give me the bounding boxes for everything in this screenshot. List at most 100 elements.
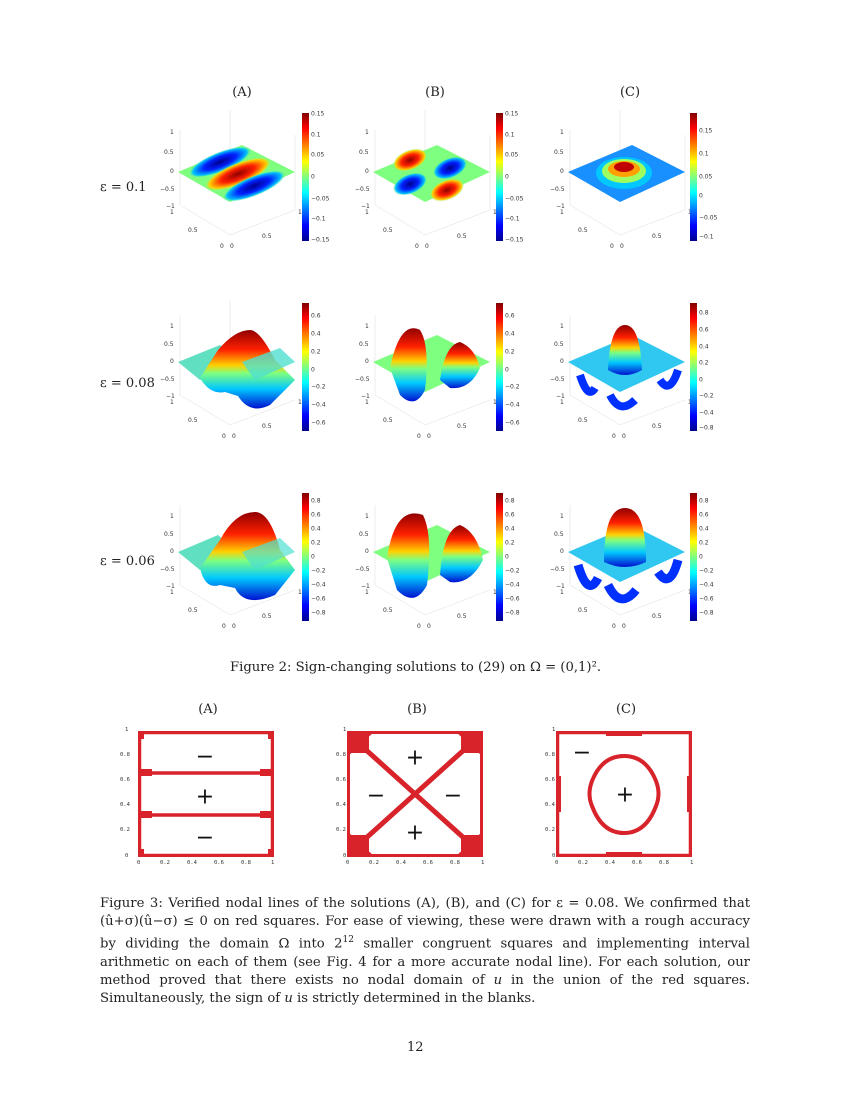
svg-text:0: 0 xyxy=(560,168,564,175)
cbar-tick: −0.05 xyxy=(311,195,330,203)
svg-text:0.5: 0.5 xyxy=(578,607,588,614)
svg-text:0: 0 xyxy=(222,433,226,440)
svg-text:0: 0 xyxy=(170,548,174,555)
cbar-tick: −0.6 xyxy=(311,419,326,427)
svg-text:0.5: 0.5 xyxy=(188,417,198,424)
svg-text:1: 1 xyxy=(560,323,564,330)
cbar-tick: −0.4 xyxy=(699,409,714,417)
fig3-a-xtick: 0.8 xyxy=(241,860,251,866)
svg-text:1: 1 xyxy=(365,323,369,330)
cbar-tick: 0 xyxy=(699,553,703,561)
cbar-tick: 0.4 xyxy=(311,525,321,533)
colorbar-ticks-b-eps-0-1: 0.15 0.1 0.05 0 −0.05 −0.1 −0.15 xyxy=(505,110,539,244)
sign-plus-c-inner: + xyxy=(615,782,635,808)
svg-text:0.5: 0.5 xyxy=(359,341,369,348)
fig3-c-xtick: 0 xyxy=(555,860,559,866)
cbar-tick: 0.1 xyxy=(311,131,321,139)
figure3-caption: Figure 3: Verified nodal lines of the so… xyxy=(100,895,750,1009)
colorbar-b-eps-0-08 xyxy=(496,303,503,431)
svg-text:−1: −1 xyxy=(361,203,370,210)
fig3-label-b: (B) xyxy=(407,702,427,717)
svg-text:0.5: 0.5 xyxy=(262,613,272,620)
svg-text:1: 1 xyxy=(365,399,369,406)
svg-text:0.5: 0.5 xyxy=(188,607,198,614)
fig3-label-c: (C) xyxy=(615,702,637,717)
cbar-tick: 0 xyxy=(699,376,703,384)
fig3-c-ytick: 0 xyxy=(552,853,556,859)
sign-minus-b-left: − xyxy=(366,783,386,809)
svg-text:0: 0 xyxy=(427,433,431,440)
svg-text:−1: −1 xyxy=(556,393,565,400)
fig3-a-xtick: 0.6 xyxy=(214,860,224,866)
caption-text: Figure 3: Verified nodal lines of the so… xyxy=(100,896,750,952)
sign-plus-b-bottom: + xyxy=(405,820,425,846)
svg-text:−1: −1 xyxy=(361,393,370,400)
svg-text:1: 1 xyxy=(365,589,369,596)
sign-minus-b-right: − xyxy=(443,783,463,809)
cbar-tick: −0.4 xyxy=(311,401,326,409)
svg-text:0.5: 0.5 xyxy=(262,233,272,240)
svg-text:−1: −1 xyxy=(556,203,565,210)
svg-text:0: 0 xyxy=(220,243,224,250)
cbar-tick: 0.8 xyxy=(505,497,515,505)
cbar-tick: 0 xyxy=(311,553,315,561)
svg-text:0: 0 xyxy=(222,623,226,630)
fig2-row-label-eps-0-06: ε = 0.06 xyxy=(100,554,155,569)
cbar-tick: 0.4 xyxy=(505,330,515,338)
svg-text:0: 0 xyxy=(232,623,236,630)
sign-minus-a-top: − xyxy=(195,744,215,770)
surface-plot-b-eps-0-06: 10.50−0.5−110.50 00.51 xyxy=(355,505,497,630)
cbar-tick: 0.6 xyxy=(699,511,709,519)
cbar-tick: 0.15 xyxy=(505,110,519,118)
cbar-tick: 0.2 xyxy=(505,539,515,547)
fig3-c-xtick: 0.6 xyxy=(632,860,642,866)
fig3-b-xtick: 0.8 xyxy=(450,860,460,866)
svg-text:1: 1 xyxy=(365,209,369,216)
svg-text:0.5: 0.5 xyxy=(554,341,564,348)
svg-text:−0.5: −0.5 xyxy=(160,566,175,573)
svg-text:1: 1 xyxy=(298,589,302,596)
cbar-tick: −0.6 xyxy=(311,595,326,603)
colorbar-ticks-a-eps-0-1: 0.15 0.1 0.05 0 −0.05 −0.1 −0.15 xyxy=(311,110,345,243)
cbar-tick: 0.6 xyxy=(699,326,709,334)
fig3-a-ytick: 0.8 xyxy=(120,752,130,758)
svg-text:1: 1 xyxy=(170,323,174,330)
cbar-tick: 0.2 xyxy=(699,359,709,367)
cbar-tick: −0.4 xyxy=(505,581,520,589)
fig3-c-ytick: 0.6 xyxy=(545,777,555,783)
cbar-tick: −0.8 xyxy=(505,609,520,617)
svg-text:0: 0 xyxy=(425,243,429,250)
cbar-tick: −0.8 xyxy=(699,609,714,617)
cbar-tick: −0.6 xyxy=(699,595,714,603)
svg-text:1: 1 xyxy=(170,209,174,216)
cbar-tick: −0.2 xyxy=(699,392,714,400)
cbar-tick: 0.6 xyxy=(311,511,321,519)
cbar-tick: −0.1 xyxy=(699,233,714,241)
caption-math-u: u xyxy=(284,991,293,1007)
svg-text:0.5: 0.5 xyxy=(164,149,174,156)
fig3-b-xtick: 0.4 xyxy=(396,860,406,866)
cbar-tick: −0.15 xyxy=(505,236,524,244)
colorbar-c-eps-0-08 xyxy=(690,303,697,431)
fig3-c-xtick: 1 xyxy=(690,860,694,866)
svg-text:0.5: 0.5 xyxy=(652,613,662,620)
cbar-tick: −0.1 xyxy=(311,215,326,223)
svg-text:0.5: 0.5 xyxy=(262,423,272,430)
fig3-b-xtick: 0 xyxy=(346,860,350,866)
cbar-tick: 0.2 xyxy=(311,348,321,356)
cbar-tick: 0.4 xyxy=(505,525,515,533)
cbar-tick: −0.4 xyxy=(699,581,714,589)
svg-text:0.5: 0.5 xyxy=(554,531,564,538)
cbar-tick: 0.1 xyxy=(699,150,709,158)
svg-text:−1: −1 xyxy=(166,393,175,400)
svg-text:1: 1 xyxy=(365,513,369,520)
cbar-tick: −0.6 xyxy=(505,595,520,603)
svg-text:0: 0 xyxy=(620,243,624,250)
svg-text:0.5: 0.5 xyxy=(554,149,564,156)
fig3-a-xtick: 0.4 xyxy=(187,860,197,866)
svg-text:0.5: 0.5 xyxy=(457,613,467,620)
svg-text:1: 1 xyxy=(560,513,564,520)
cbar-tick: 0.15 xyxy=(311,110,325,118)
cbar-tick: −0.2 xyxy=(311,567,326,575)
